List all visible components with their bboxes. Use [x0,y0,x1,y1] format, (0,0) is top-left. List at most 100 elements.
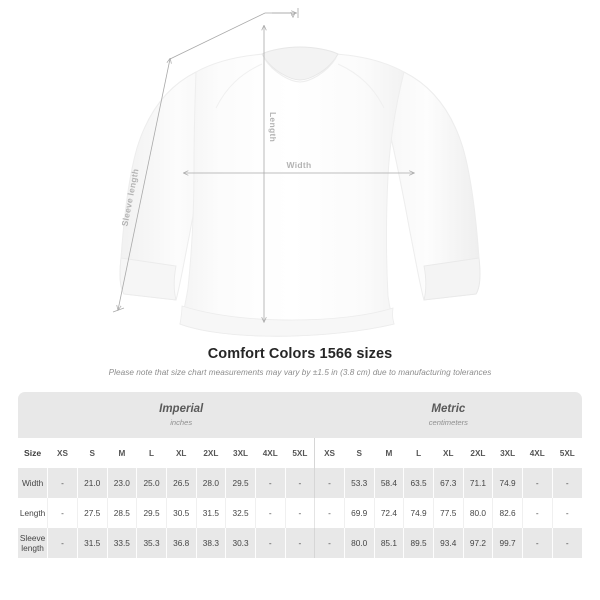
cell-length-imperial-5xl: - [284,498,315,528]
size-header-imperial-s: S [76,438,108,468]
size-header-metric-3xl: 3XL [492,438,523,468]
cell-sleeve-length-imperial-5xl: - [284,528,315,558]
table-row: Length -27.5 28.5 29.5 30.5 31.5 32.5- - -69.9 72… [18,498,582,528]
size-header-metric-s: S [343,438,375,468]
unit-name: Imperial [159,403,204,416]
cell-length-metric-l: 74.9 [403,498,434,528]
cell-length-imperial-s: 27.5 [76,498,108,528]
width-label: Width [286,160,311,170]
size-header-imperial-5xl: 5XL [284,438,315,468]
unit-banner-imperial: Imperial inches [47,392,315,438]
cell-length-imperial-3xl: 32.5 [225,498,256,528]
size-header-imperial-3xl: 3XL [225,438,256,468]
cell-length-imperial-l: 29.5 [136,498,167,528]
cell-sleeve-length-imperial-3xl: 30.3 [225,528,256,558]
measurement-label-length: Length [18,498,48,528]
cell-width-metric-3xl: 74.9 [492,468,523,498]
cell-sleeve-length-imperial-m: 33.5 [106,528,137,558]
size-header-imperial-xl: XL [165,438,197,468]
cell-length-metric-4xl: - [521,498,553,528]
cell-width-imperial-l: 25.0 [136,468,167,498]
cell-length-metric-xl: 77.5 [432,498,464,528]
size-header-metric-4xl: 4XL [521,438,553,468]
cell-width-metric-l: 63.5 [403,468,434,498]
sweatshirt-illustration [119,46,481,337]
cell-width-metric-xl: 67.3 [432,468,464,498]
tolerance-note: Please note that size chart measurements… [108,368,492,377]
measurement-label-sleeve-length: Sleeve length [18,528,48,558]
cell-sleeve-length-metric-4xl: - [521,528,553,558]
cell-sleeve-length-metric-xs: - [314,528,345,558]
size-column-header: Size [18,438,48,468]
size-chart-table-wrapper: Imperial inches Metric centimeters Size XS S M L… [18,392,582,558]
cell-width-imperial-2xl: 28.0 [195,468,226,498]
size-header-imperial-4xl: 4XL [254,438,286,468]
cell-length-imperial-xs: - [47,498,78,528]
cell-length-metric-5xl: - [551,498,582,528]
cell-width-metric-m: 58.4 [373,468,404,498]
cell-length-metric-2xl: 80.0 [462,498,493,528]
cell-sleeve-length-metric-s: 80.0 [343,528,375,558]
cell-sleeve-length-metric-l: 89.5 [403,528,434,558]
cell-length-imperial-2xl: 31.5 [195,498,226,528]
cell-sleeve-length-imperial-xs: - [47,528,78,558]
cell-width-metric-s: 53.3 [343,468,375,498]
size-header-imperial-xs: XS [47,438,78,468]
cell-sleeve-length-imperial-2xl: 38.3 [195,528,226,558]
cell-sleeve-length-metric-2xl: 97.2 [462,528,493,558]
cell-sleeve-length-metric-m: 85.1 [373,528,404,558]
size-header-metric-2xl: 2XL [462,438,493,468]
cell-length-metric-m: 72.4 [373,498,404,528]
cell-length-metric-xs: - [314,498,345,528]
length-label: Length [268,112,278,142]
cell-width-imperial-m: 23.0 [106,468,137,498]
measurement-label-width: Width [18,468,48,498]
unit-banner-row: Imperial inches Metric centimeters [18,392,582,438]
cell-sleeve-length-imperial-4xl: - [254,528,286,558]
size-header-metric-m: M [373,438,404,468]
garment-figure: Sleeve length Length Width [112,8,481,337]
dimension-lines [112,8,414,322]
cell-length-imperial-xl: 30.5 [165,498,197,528]
sleeve-length-line [118,59,170,310]
unit-name: Metric [431,403,466,416]
cell-length-metric-s: 69.9 [343,498,375,528]
cell-length-imperial-4xl: - [254,498,286,528]
cell-width-metric-xs: - [314,468,345,498]
cell-width-imperial-xs: - [47,468,78,498]
cell-width-metric-5xl: - [551,468,582,498]
size-header-imperial-2xl: 2XL [195,438,226,468]
cell-width-imperial-3xl: 29.5 [225,468,256,498]
size-header-metric-5xl: 5XL [551,438,582,468]
unit-subtitle: centimeters [428,417,468,427]
table-row: Width -21.0 23.0 25.0 26.5 28.0 29.5- - -53.3 58.… [18,468,582,498]
sleeve-endcap [112,307,125,313]
cell-sleeve-length-metric-5xl: - [551,528,582,558]
size-chart-table: Imperial inches Metric centimeters Size XS S M L… [18,392,582,558]
cell-sleeve-length-metric-3xl: 99.7 [492,528,523,558]
cell-width-metric-2xl: 71.1 [462,468,493,498]
size-header-metric-l: L [403,438,434,468]
cell-width-imperial-4xl: - [254,468,286,498]
size-header-metric-xs: XS [314,438,345,468]
size-header-row: Size XS S M L XL 2XL 3XL 4XL 5XL XS S M L XL 2XL 3XL 4XL 5… [18,438,582,468]
cell-width-imperial-5xl: - [284,468,315,498]
table-row: Sleeve length -31.5 33.5 35.3 36.8 38.3 30.3- -… [18,528,582,558]
size-header-metric-xl: XL [432,438,464,468]
cell-sleeve-length-imperial-l: 35.3 [136,528,167,558]
unit-subtitle: inches [170,417,193,427]
unit-banner-metric: Metric centimeters [314,392,582,438]
cell-sleeve-length-imperial-s: 31.5 [76,528,108,558]
size-header-imperial-m: M [106,438,137,468]
unit-banner-spacer [18,392,48,438]
cell-width-imperial-s: 21.0 [76,468,108,498]
cell-width-metric-4xl: - [521,468,553,498]
cell-sleeve-length-imperial-xl: 36.8 [165,528,197,558]
cell-length-imperial-m: 28.5 [106,498,137,528]
cell-length-metric-3xl: 82.6 [492,498,523,528]
cell-width-imperial-xl: 26.5 [165,468,197,498]
cell-sleeve-length-metric-xl: 93.4 [432,528,464,558]
size-header-imperial-l: L [136,438,167,468]
chart-heading: Comfort Colors 1566 sizes Please note th… [0,346,600,377]
page-title: Comfort Colors 1566 sizes [207,346,393,362]
